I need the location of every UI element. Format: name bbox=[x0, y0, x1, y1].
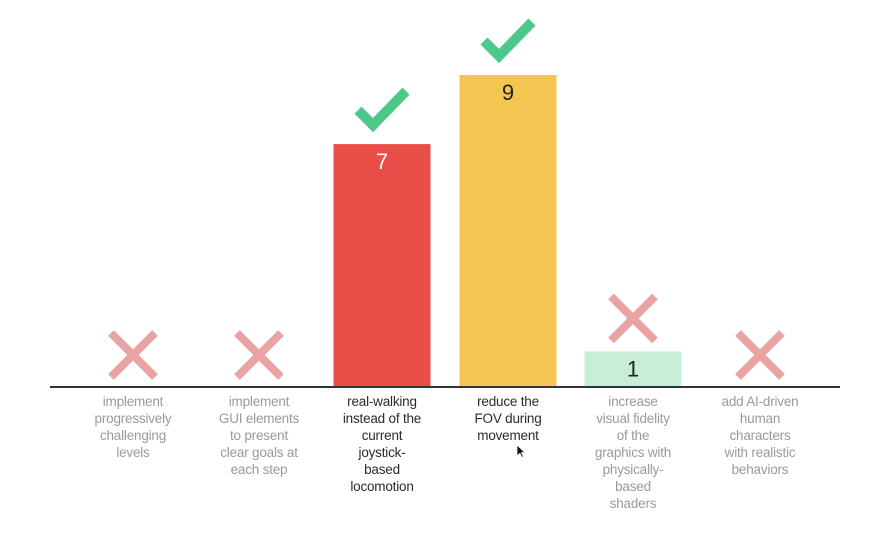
cross-icon bbox=[234, 330, 284, 380]
checkmark-icon bbox=[480, 18, 536, 64]
cross-icon bbox=[108, 330, 158, 380]
cross-icon bbox=[608, 293, 658, 344]
mouse-cursor-icon bbox=[516, 444, 527, 463]
category-label-3: real-walking instead of the current joystic… bbox=[342, 394, 422, 494]
category-label-6: add AI-driven human characters with realist… bbox=[721, 394, 799, 477]
category-label-2: implement GUI elements to present clear goa… bbox=[218, 394, 300, 477]
bar-5 bbox=[584, 351, 682, 386]
bar-4 bbox=[459, 75, 557, 386]
bars-layer: 7 9 1 bbox=[333, 75, 682, 386]
bar-value-label-4: 9 bbox=[502, 80, 514, 105]
bar-value-label-3: 7 bbox=[376, 149, 388, 174]
category-label-4: reduce the FOV during movement bbox=[474, 394, 542, 443]
category-label-5: increase visual fidelity of the graphics wi… bbox=[594, 394, 672, 511]
bar-value-label-5: 1 bbox=[627, 356, 639, 381]
marks-layer bbox=[108, 18, 785, 380]
cross-icon bbox=[735, 330, 785, 380]
bar-3 bbox=[333, 144, 431, 386]
category-label-1: implement progressively challenging levels bbox=[94, 394, 172, 460]
checkmark-icon bbox=[354, 87, 410, 133]
